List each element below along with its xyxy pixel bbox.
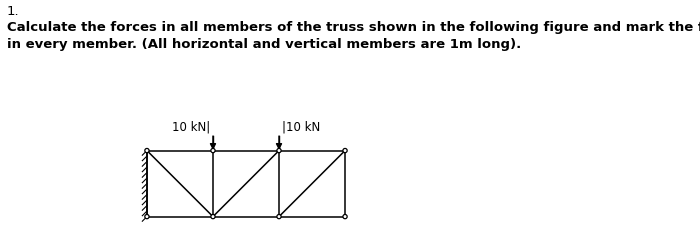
Circle shape (343, 214, 347, 219)
Text: 1.: 1. (7, 5, 20, 18)
Circle shape (145, 149, 149, 153)
Circle shape (211, 149, 215, 153)
Text: 10 kN|: 10 kN| (172, 120, 210, 133)
Circle shape (277, 149, 281, 153)
Circle shape (343, 149, 347, 153)
Circle shape (277, 214, 281, 219)
Circle shape (145, 214, 149, 219)
Text: |10 kN: |10 kN (281, 120, 320, 133)
Text: Calculate the forces in all members of the truss shown in the following figure a: Calculate the forces in all members of t… (7, 21, 700, 51)
Circle shape (211, 214, 215, 219)
